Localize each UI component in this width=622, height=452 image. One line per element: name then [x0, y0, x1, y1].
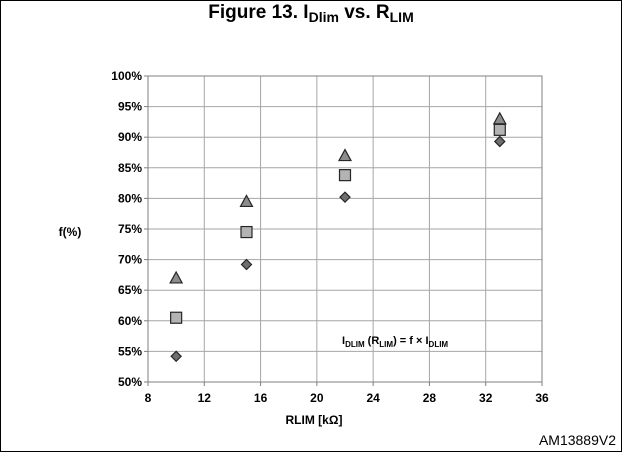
formula-r: (R — [365, 335, 380, 347]
diamond-marker — [339, 191, 351, 204]
figure-code: AM13889V2 — [538, 432, 616, 448]
x-tick-label: 16 — [254, 391, 268, 405]
y-tick-label: 70% — [118, 253, 142, 267]
y-tick-label: 85% — [118, 161, 142, 175]
formula-eq: ) = f × I — [393, 335, 428, 347]
title-prefix: Figure 13. I — [208, 2, 309, 23]
formula-sub-lim: LIM — [379, 340, 393, 349]
x-axis-ticks: 8 12 16 20 24 28 32 36 — [145, 382, 549, 405]
formula-sub-dlim1: DLIM — [345, 340, 365, 349]
y-tick-label: 80% — [118, 191, 142, 205]
square-marker — [170, 311, 183, 324]
diamond-marker — [493, 135, 506, 148]
formula-sub-dlim2: DLIM — [429, 340, 449, 349]
triangle-marker — [492, 111, 507, 125]
y-tick-label: 55% — [118, 344, 142, 358]
x-tick-label: 24 — [366, 391, 380, 405]
x-axis-label: RLIM [kΩ] — [286, 413, 343, 427]
y-tick-label: 65% — [118, 283, 142, 297]
y-tick-label: 75% — [118, 222, 142, 236]
diamond-marker — [170, 350, 182, 363]
triangle-marker — [169, 270, 184, 284]
y-tick-label: 50% — [118, 375, 142, 389]
triangle-marker — [239, 194, 254, 208]
title-subscript-lim: LIM — [389, 9, 414, 25]
chart-grid — [147, 75, 543, 383]
formula-annotation: IDLIM (RLIM) = f × IDLIM — [342, 335, 448, 349]
square-marker — [338, 169, 352, 182]
x-tick-label: 36 — [535, 391, 549, 405]
x-tick-label: 8 — [145, 391, 152, 405]
y-tick-label: 90% — [118, 130, 142, 144]
data-markers — [169, 111, 507, 363]
figure-title: Figure 13. IDlim vs. RLIM — [0, 2, 622, 25]
y-tick-label: 100% — [111, 69, 142, 83]
y-axis-label: f(%) — [59, 225, 82, 239]
square-marker — [493, 123, 506, 136]
triangle-marker — [337, 148, 353, 162]
y-tick-label: 60% — [118, 314, 142, 328]
y-axis-ticks: 50% 55% 60% 65% 70% 75% 80% 85% 90% 95% 100% — [111, 69, 148, 389]
title-subscript-dlim: Dlim — [308, 9, 339, 25]
x-tick-label: 32 — [479, 391, 493, 405]
x-tick-label: 20 — [310, 391, 324, 405]
square-marker — [240, 225, 253, 239]
diamond-marker — [240, 258, 253, 271]
title-middle: vs. R — [338, 2, 390, 23]
formula-i1: I — [342, 335, 345, 347]
y-tick-label: 95% — [118, 100, 142, 114]
x-tick-label: 12 — [198, 391, 212, 405]
x-tick-label: 28 — [423, 391, 437, 405]
